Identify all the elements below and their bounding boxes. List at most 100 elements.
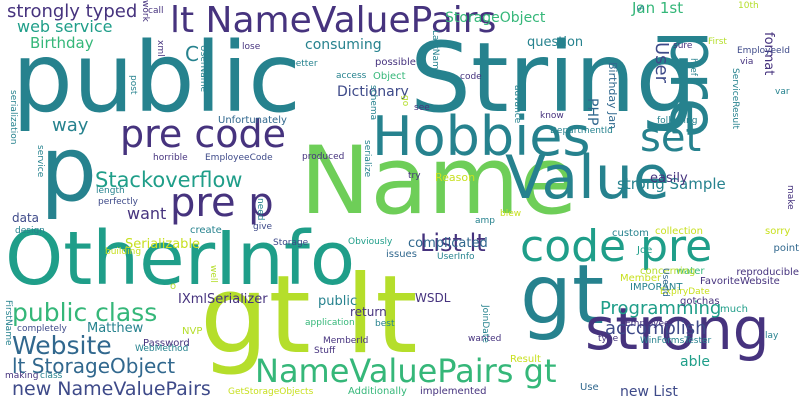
cloud-word: First xyxy=(708,37,727,47)
cloud-word: IMPORANT xyxy=(630,282,683,293)
cloud-word: Storage xyxy=(273,238,309,248)
cloud-word: design xyxy=(15,226,45,236)
cloud-word: Additionally xyxy=(348,386,407,397)
cloud-word: Jan 1st xyxy=(632,0,684,17)
cloud-word: UserName xyxy=(198,45,208,93)
cloud-word: Object xyxy=(373,71,406,82)
cloud-word: NameValuePairs gt xyxy=(255,352,557,390)
cloud-word: Name xyxy=(300,127,578,236)
cloud-word: building xyxy=(105,247,142,257)
cloud-word: Hobbies xyxy=(372,105,591,168)
cloud-word: Website xyxy=(12,331,112,360)
cloud-word: Stackoverflow xyxy=(95,168,243,192)
cloud-word: complicated xyxy=(408,236,488,251)
cloud-word: Dictionary xyxy=(337,84,409,100)
cloud-word: Use xyxy=(580,382,599,393)
cloud-word: Programming xyxy=(600,298,722,319)
cloud-word: Serializable xyxy=(125,237,201,252)
cloud-word: implemented xyxy=(420,386,487,397)
cloud-word: StorageObject xyxy=(445,10,546,26)
cloud-word: lose xyxy=(242,42,261,52)
cloud-word: serialize xyxy=(362,140,372,178)
cloud-word: point xyxy=(773,243,799,254)
cloud-word: public xyxy=(12,22,301,134)
cloud-word: accomplish xyxy=(605,318,707,339)
cloud-word: JoinDate xyxy=(480,305,490,343)
cloud-word: UserId xyxy=(660,268,670,297)
cloud-word: p xyxy=(40,117,98,222)
cloud-word: reproducible xyxy=(736,267,799,278)
cloud-word: type xyxy=(598,334,619,344)
cloud-word: easily xyxy=(650,171,688,186)
cloud-word: following xyxy=(657,116,698,126)
cloud-word: User xyxy=(651,42,672,84)
cloud-word: advance xyxy=(512,85,522,124)
cloud-word: produced xyxy=(302,152,345,162)
cloud-word: Reason xyxy=(435,171,476,184)
cloud-word: work xyxy=(140,0,150,22)
cloud-word: IXmlSerializer xyxy=(178,292,268,307)
cloud-word: web service xyxy=(17,17,113,36)
cloud-word: gt lt xyxy=(200,253,418,378)
cloud-word: able xyxy=(680,354,710,370)
cloud-word: blew xyxy=(500,209,522,219)
cloud-word: perfectly xyxy=(98,197,138,207)
cloud-word: C xyxy=(185,42,199,66)
cloud-word: code pre xyxy=(520,221,713,272)
cloud-word: OtherInfo xyxy=(5,216,356,302)
cloud-word: sorry xyxy=(765,226,791,237)
cloud-word: Result xyxy=(510,354,541,365)
cloud-word: new NameValuePairs xyxy=(12,378,211,400)
cloud-word: PHP xyxy=(584,98,600,126)
cloud-word: question xyxy=(527,35,584,50)
cloud-word: need xyxy=(255,198,265,221)
cloud-word: schema xyxy=(368,85,378,121)
cloud-word: MemberId xyxy=(323,336,369,346)
cloud-word: Value xyxy=(505,143,670,213)
cloud-word: gotchas xyxy=(680,296,720,307)
cloud-word: service xyxy=(35,145,45,178)
cloud-word: horrible xyxy=(153,153,188,163)
cloud-word: best xyxy=(375,319,395,329)
cloud-word: public xyxy=(318,294,358,309)
cloud-word: public class xyxy=(12,298,158,327)
cloud-word: Matthew xyxy=(87,321,144,336)
cloud-word: o xyxy=(170,281,177,292)
cloud-word: FirstName xyxy=(3,300,13,346)
cloud-word: way xyxy=(52,115,89,136)
cloud-word: Unfortunately xyxy=(218,115,287,126)
cloud-word: WSDL xyxy=(415,291,451,305)
cloud-word: Joe xyxy=(637,245,653,256)
cloud-word: Employee xyxy=(625,319,670,329)
cloud-word: EmployeeCode xyxy=(205,153,273,163)
cloud-word: List lt xyxy=(420,229,486,257)
cloud-word: 10th xyxy=(738,1,759,11)
cloud-word: wanted xyxy=(468,334,502,344)
cloud-word: much xyxy=(720,304,748,315)
cloud-word: want xyxy=(127,204,167,223)
cloud-word: Birthday Jan xyxy=(606,62,619,130)
cloud-word: DepartmentId xyxy=(550,126,613,136)
cloud-word: strong xyxy=(585,295,770,363)
cloud-word: WinFormsTester xyxy=(640,336,712,346)
cloud-word: FavoriteWebsite xyxy=(700,276,780,287)
cloud-word: concerning xyxy=(640,266,696,277)
cloud-word: lt StorageObject xyxy=(12,354,176,378)
cloud-word: sure xyxy=(673,41,693,51)
cloud-word: give xyxy=(253,222,273,232)
cloud-word: try xyxy=(408,171,421,181)
cloud-word: S xyxy=(634,5,645,12)
cloud-word: GetStorageObjects xyxy=(228,387,314,397)
cloud-word: EmployeeId xyxy=(737,46,790,56)
cloud-word: via xyxy=(740,57,754,67)
cloud-word: data xyxy=(12,211,40,225)
cloud-word: ExpiryDate xyxy=(660,287,710,297)
cloud-word: go xyxy=(400,95,410,107)
cloud-word: strong Sample xyxy=(617,175,726,193)
cloud-word: know xyxy=(540,111,564,121)
cloud-word: return xyxy=(350,305,387,319)
cloud-word: lt NameValuePairs xyxy=(170,0,497,41)
cloud-word: class xyxy=(40,371,63,381)
cloud-word: Password xyxy=(143,338,190,349)
